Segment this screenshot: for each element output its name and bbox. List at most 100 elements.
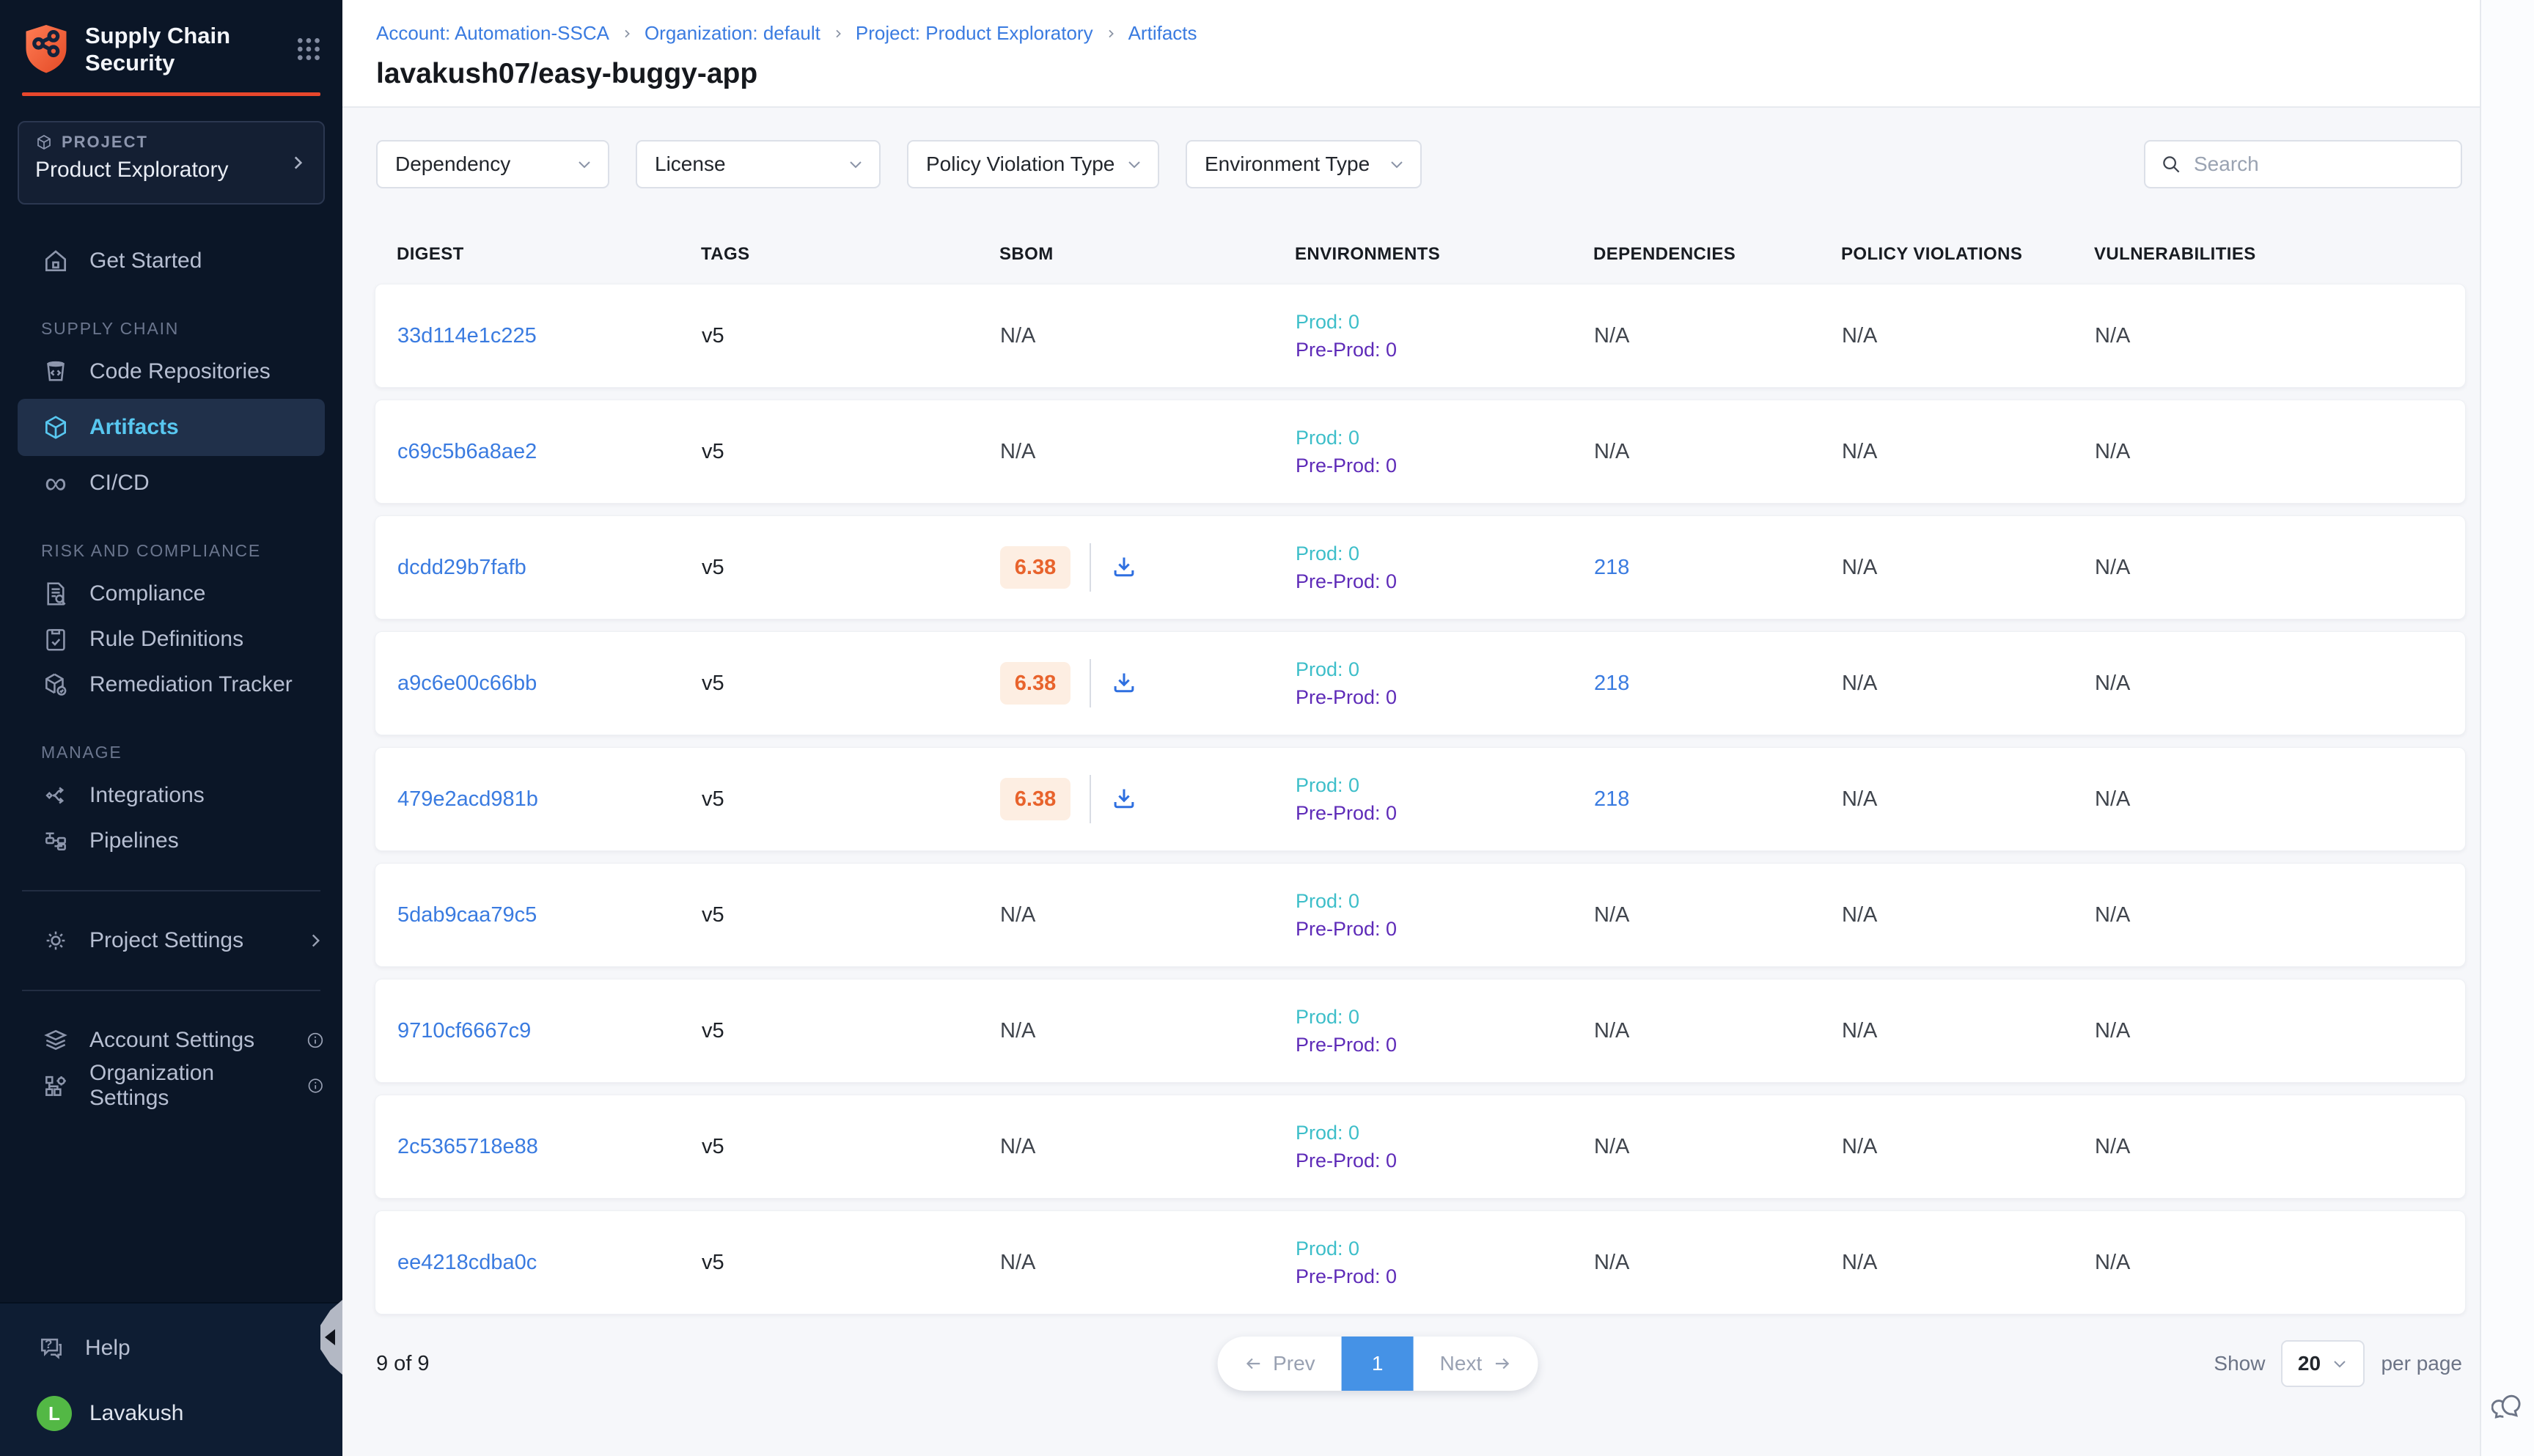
digest-link[interactable]: c69c5b6a8ae2 [397, 440, 702, 464]
digest-link[interactable]: ee4218cdba0c [397, 1251, 702, 1275]
preprod-env-link[interactable]: Pre-Prod: 0 [1296, 1147, 1594, 1174]
prev-page-button[interactable]: Prev [1217, 1336, 1342, 1391]
prod-env-link[interactable]: Prod: 0 [1296, 1003, 1594, 1031]
info-icon[interactable] [306, 1031, 325, 1050]
table-row: 5dab9caa79c5 v5 N/A Prod: 0 Pre-Prod: 0 … [375, 863, 2466, 967]
prod-env-link[interactable]: Prod: 0 [1296, 540, 1594, 567]
license-filter-dropdown[interactable]: License [636, 140, 881, 188]
dependency-filter-dropdown[interactable]: Dependency [376, 140, 609, 188]
column-header-dependencies: DEPENDENCIES [1593, 244, 1841, 265]
row-count: 9 of 9 [376, 1352, 430, 1376]
preprod-env-link[interactable]: Pre-Prod: 0 [1296, 336, 1594, 364]
table-header-row: DIGEST TAGS SBOM ENVIRONMENTS DEPENDENCI… [375, 235, 2466, 273]
breadcrumb-organization[interactable]: Organization: default [644, 22, 820, 45]
dependencies-link[interactable]: 218 [1594, 787, 1842, 812]
project-selector[interactable]: PROJECT Product Exploratory [18, 121, 325, 205]
sidebar-item-help[interactable]: ? Help [0, 1326, 342, 1371]
prod-env-link[interactable]: Prod: 0 [1296, 655, 1594, 683]
digest-link[interactable]: 2c5365718e88 [397, 1135, 702, 1159]
column-header-environments: ENVIRONMENTS [1295, 244, 1593, 265]
sidebar-item-remediation-tracker[interactable]: Remediation Tracker [0, 662, 342, 707]
preprod-env-link[interactable]: Pre-Prod: 0 [1296, 452, 1594, 479]
sidebar-item-get-started[interactable]: Get Started [0, 238, 342, 284]
table-row: 2c5365718e88 v5 N/A Prod: 0 Pre-Prod: 0 … [375, 1095, 2466, 1199]
layers-icon [41, 1026, 70, 1055]
section-supply-chain: SUPPLY CHAIN [41, 319, 342, 339]
app-grid-icon[interactable] [294, 32, 323, 66]
sidebar-item-code-repositories[interactable]: Code Repositories [0, 349, 342, 394]
digest-link[interactable]: 5dab9caa79c5 [397, 903, 702, 927]
sidebar-item-artifacts[interactable]: Artifacts [18, 399, 325, 456]
prev-label: Prev [1273, 1352, 1315, 1375]
chevron-right-icon [306, 931, 325, 950]
sbom-download-button[interactable] [1110, 554, 1138, 581]
column-header-policy-violations: POLICY VIOLATIONS [1841, 244, 2094, 265]
breadcrumb-account[interactable]: Account: Automation-SSCA [376, 22, 609, 45]
sbom-download-button[interactable] [1110, 669, 1138, 697]
preprod-env-link[interactable]: Pre-Prod: 0 [1296, 915, 1594, 943]
section-manage: MANAGE [41, 743, 342, 762]
policy-violations-value: N/A [1842, 1019, 2095, 1043]
environment-type-filter-dropdown[interactable]: Environment Type [1186, 140, 1422, 188]
digest-link[interactable]: 479e2acd981b [397, 787, 702, 812]
table-row: 9710cf6667c9 v5 N/A Prod: 0 Pre-Prod: 0 … [375, 979, 2466, 1083]
sidebar-item-rule-definitions[interactable]: Rule Definitions [0, 617, 342, 662]
sidebar-divider [22, 990, 320, 991]
avatar: L [37, 1396, 72, 1431]
digest-link[interactable]: a9c6e00c66bb [397, 672, 702, 696]
next-page-button[interactable]: Next [1414, 1336, 1538, 1391]
preprod-env-link[interactable]: Pre-Prod: 0 [1296, 1262, 1594, 1290]
sbom-na-value: N/A [1000, 1251, 1035, 1274]
sidebar-bottom: ? Help L Lavakush [0, 1302, 342, 1456]
info-icon[interactable] [306, 1076, 325, 1095]
sidebar-item-project-settings[interactable]: Project Settings [0, 918, 342, 963]
sbom-cell: 6.38 [1000, 659, 1296, 707]
next-label: Next [1440, 1352, 1483, 1375]
breadcrumb-artifacts[interactable]: Artifacts [1128, 22, 1197, 45]
chat-bubbles-icon[interactable] [2491, 1390, 2525, 1424]
sidebar-item-label: Code Repositories [89, 359, 271, 384]
digest-link[interactable]: dcdd29b7fafb [397, 556, 702, 580]
sbom-divider [1090, 659, 1091, 707]
prod-env-link[interactable]: Prod: 0 [1296, 1235, 1594, 1262]
prod-env-link[interactable]: Prod: 0 [1296, 1119, 1594, 1147]
preprod-env-link[interactable]: Pre-Prod: 0 [1296, 567, 1594, 595]
tags-value: v5 [702, 672, 1000, 696]
page-size-select[interactable]: 20 [2281, 1340, 2365, 1387]
org-chart-gear-icon [41, 1071, 70, 1100]
sbom-download-button[interactable] [1110, 785, 1138, 813]
prod-env-link[interactable]: Prod: 0 [1296, 424, 1594, 452]
dependencies-link[interactable]: 218 [1594, 556, 1842, 580]
sbom-cell: N/A [1000, 324, 1296, 348]
page-header: Account: Automation-SSCA Organization: d… [342, 0, 2534, 108]
prod-env-link[interactable]: Prod: 0 [1296, 887, 1594, 915]
sidebar-divider [22, 890, 320, 891]
sidebar-item-label: Account Settings [89, 1028, 254, 1053]
sidebar-item-account-settings[interactable]: Account Settings [0, 1018, 342, 1063]
sidebar-item-integrations[interactable]: Integrations [0, 773, 342, 818]
sidebar-item-pipelines[interactable]: Pipelines [0, 818, 342, 864]
prod-env-link[interactable]: Prod: 0 [1296, 308, 1594, 336]
vulnerabilities-value: N/A [2095, 787, 2465, 812]
search-input[interactable] [2194, 152, 2446, 176]
breadcrumb-project[interactable]: Project: Product Exploratory [856, 22, 1093, 45]
section-risk-and-compliance: RISK AND COMPLIANCE [41, 541, 342, 561]
prod-env-link[interactable]: Prod: 0 [1296, 771, 1594, 799]
environments-cell: Prod: 0 Pre-Prod: 0 [1296, 540, 1594, 595]
sidebar-item-organization-settings[interactable]: Organization Settings [0, 1063, 342, 1108]
user-menu[interactable]: L Lavakush [0, 1396, 342, 1431]
sidebar-item-cicd[interactable]: ∞ CI/CD [0, 460, 342, 506]
preprod-env-link[interactable]: Pre-Prod: 0 [1296, 799, 1594, 827]
page-number-1[interactable]: 1 [1342, 1336, 1414, 1391]
help-chat-icon: ? [37, 1334, 66, 1363]
project-name: Product Exploratory [35, 158, 310, 183]
preprod-env-link[interactable]: Pre-Prod: 0 [1296, 1031, 1594, 1059]
digest-link[interactable]: 9710cf6667c9 [397, 1019, 702, 1043]
dependencies-link[interactable]: 218 [1594, 672, 1842, 696]
dropdown-label: License [655, 152, 726, 176]
artifacts-table: DIGEST TAGS SBOM ENVIRONMENTS DEPENDENCI… [375, 235, 2466, 1315]
preprod-env-link[interactable]: Pre-Prod: 0 [1296, 683, 1594, 711]
policy-violation-type-filter-dropdown[interactable]: Policy Violation Type [907, 140, 1159, 188]
sidebar-item-compliance[interactable]: Compliance [0, 571, 342, 617]
digest-link[interactable]: 33d114e1c225 [397, 324, 702, 348]
